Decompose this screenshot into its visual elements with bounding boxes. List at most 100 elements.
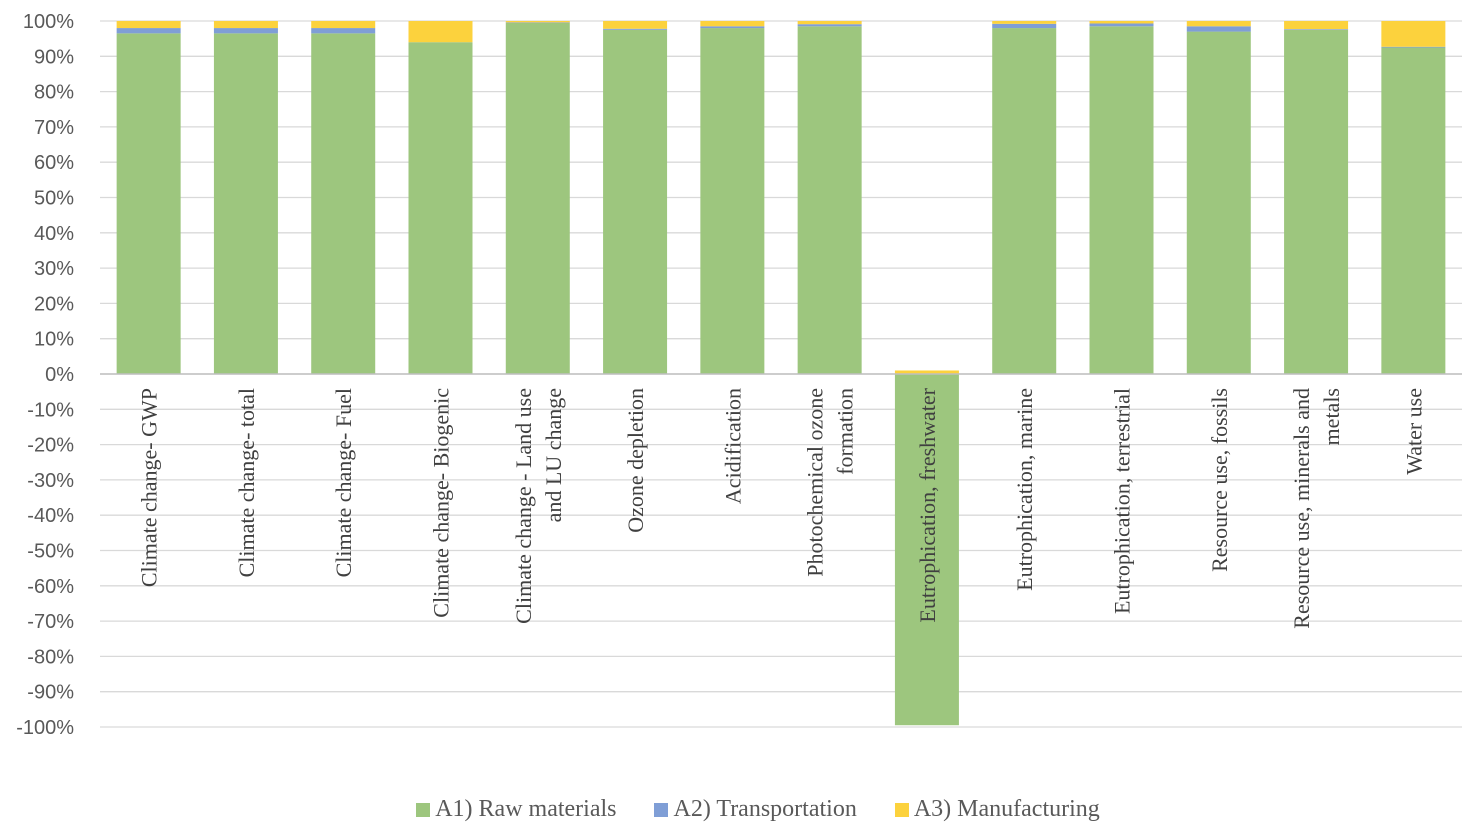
legend-swatch-raw-materials <box>416 802 431 817</box>
bar-segment-raw-materials <box>603 29 668 374</box>
category-label: Eutrophication, marine <box>1012 388 1037 591</box>
bar-segment-manufacturing <box>894 370 959 374</box>
y-tick-label: 80% <box>34 82 74 104</box>
bar-segment-manufacturing <box>311 21 376 29</box>
bar-segment-raw-materials <box>116 33 181 374</box>
bar-segment-raw-materials <box>894 374 959 726</box>
bar-segment-transportation <box>213 28 278 34</box>
category-label: Photochemical ozone formation <box>803 388 858 577</box>
bar-segment-manufacturing <box>505 21 570 23</box>
bar-segment-transportation <box>1186 26 1251 32</box>
y-tick-label: 90% <box>34 46 74 68</box>
bar-segment-manufacturing <box>213 21 278 29</box>
bar-segment-transportation <box>505 22 570 23</box>
bar-segment-manufacturing <box>116 21 181 29</box>
category-label: Climate change- Biogenic <box>429 388 454 618</box>
y-tick-label: -70% <box>27 611 74 633</box>
bar-segment-transportation <box>1284 29 1349 30</box>
bar-segment-transportation <box>797 24 862 27</box>
category-label-line: Climate change - Land use <box>511 388 536 624</box>
legend-item-manufacturing: A3) Manufacturing <box>894 796 1100 823</box>
category-label: Acidification <box>720 388 745 504</box>
bar-segment-manufacturing <box>700 21 765 27</box>
bar-segment-manufacturing <box>992 21 1057 24</box>
bar-segment-raw-materials <box>408 42 473 375</box>
legend-label-transportation: A2) Transportation <box>673 796 857 822</box>
bar-segment-transportation <box>992 23 1057 29</box>
category-label: Resource use, fossils <box>1207 388 1232 572</box>
y-tick-label: 50% <box>34 188 74 210</box>
bar-segment-manufacturing <box>408 21 473 43</box>
category-label-line: formation <box>833 388 858 475</box>
bar-segment-raw-materials <box>700 28 765 375</box>
bar-segment-manufacturing <box>1284 21 1349 30</box>
category-label: Climate change - Land use and LU change <box>511 388 566 624</box>
category-label: Ozone depletion <box>623 388 648 533</box>
bar-segment-raw-materials <box>992 28 1057 375</box>
category-label-line: Climate change- Fuel <box>331 388 356 577</box>
y-tick-label: -60% <box>27 576 74 598</box>
category-label-line: metals <box>1319 388 1344 445</box>
category-label-line: Eutrophication, terrestrial <box>1110 388 1135 614</box>
category-label-line: Climate change- GWP <box>137 388 162 587</box>
y-tick-label: -80% <box>27 646 74 668</box>
category-label-line: and LU change <box>541 388 566 522</box>
category-label: Eutrophication, freshwater <box>915 387 940 622</box>
bar-segment-transportation <box>1381 46 1446 48</box>
bar-segment-manufacturing <box>1381 21 1446 47</box>
bar-segment-raw-materials <box>1089 26 1154 374</box>
bar-segment-transportation <box>700 26 765 29</box>
legend-label-manufacturing: A3) Manufacturing <box>913 796 1100 822</box>
bar-segment-raw-materials <box>797 26 862 374</box>
category-label-line: Climate change- Biogenic <box>429 388 454 618</box>
category-label-line: Photochemical ozone <box>803 388 828 577</box>
bar-segment-raw-materials <box>213 33 278 374</box>
bar-segment-transportation <box>1089 23 1154 27</box>
y-tick-label: -90% <box>27 682 74 704</box>
y-tick-label: -10% <box>27 399 74 421</box>
y-tick-label: 70% <box>34 117 74 139</box>
category-label: Climate change- total <box>234 388 259 577</box>
bar-segment-manufacturing <box>603 21 668 29</box>
y-tick-label: 60% <box>34 152 74 174</box>
bar-segment-raw-materials <box>1284 29 1349 374</box>
y-tick-label: -50% <box>27 541 74 563</box>
bar-segment-transportation <box>603 28 668 30</box>
bar-segment-raw-materials <box>505 22 570 374</box>
legend-label-raw-materials: A1) Raw materials <box>435 796 617 822</box>
y-tick-label: -20% <box>27 435 74 457</box>
y-tick-label: 30% <box>34 258 74 280</box>
category-label-line: Resource use, fossils <box>1207 388 1232 572</box>
legend-swatch-transportation <box>654 802 669 817</box>
y-tick-label: 40% <box>34 223 74 245</box>
category-label-line: Resource use, minerals and <box>1289 388 1314 629</box>
y-axis-tick-labels: -100% -90% -80% -70% -60% -50% -40% -30% -20% -10… <box>16 11 74 739</box>
bar-segment-raw-materials <box>311 33 376 374</box>
category-label-line: Eutrophication, freshwater <box>915 387 940 622</box>
legend: A1) Raw materials A2) Transportation A3)… <box>0 796 1468 823</box>
category-label-line: Climate change- total <box>234 388 259 577</box>
bar-segment-manufacturing <box>797 21 862 25</box>
bar-segment-manufacturing <box>1089 21 1154 24</box>
category-labels: Climate change- GWP Climate change- total… <box>137 387 1427 628</box>
category-label-line: Water use <box>1401 388 1426 475</box>
category-label-line: Ozone depletion <box>623 388 648 533</box>
bar-segment-transportation <box>311 28 376 34</box>
bar-segment-transportation <box>116 28 181 34</box>
y-tick-label: -40% <box>27 505 74 527</box>
category-label-line: Eutrophication, marine <box>1012 388 1037 591</box>
y-tick-label: 20% <box>34 293 74 315</box>
bar-segment-raw-materials <box>1381 47 1446 374</box>
bars <box>116 21 1446 726</box>
y-tick-label: 10% <box>34 329 74 351</box>
category-label: Water use <box>1401 388 1426 475</box>
bar-segment-raw-materials <box>1186 31 1251 375</box>
y-tick-label: 0% <box>45 364 74 386</box>
y-tick-label: 100% <box>23 11 74 33</box>
category-label: Climate change- GWP <box>137 388 162 587</box>
y-tick-label: -30% <box>27 470 74 492</box>
y-tick-label: -100% <box>16 717 74 739</box>
legend-swatch-manufacturing <box>894 802 909 817</box>
category-label: Climate change- Fuel <box>331 388 356 577</box>
